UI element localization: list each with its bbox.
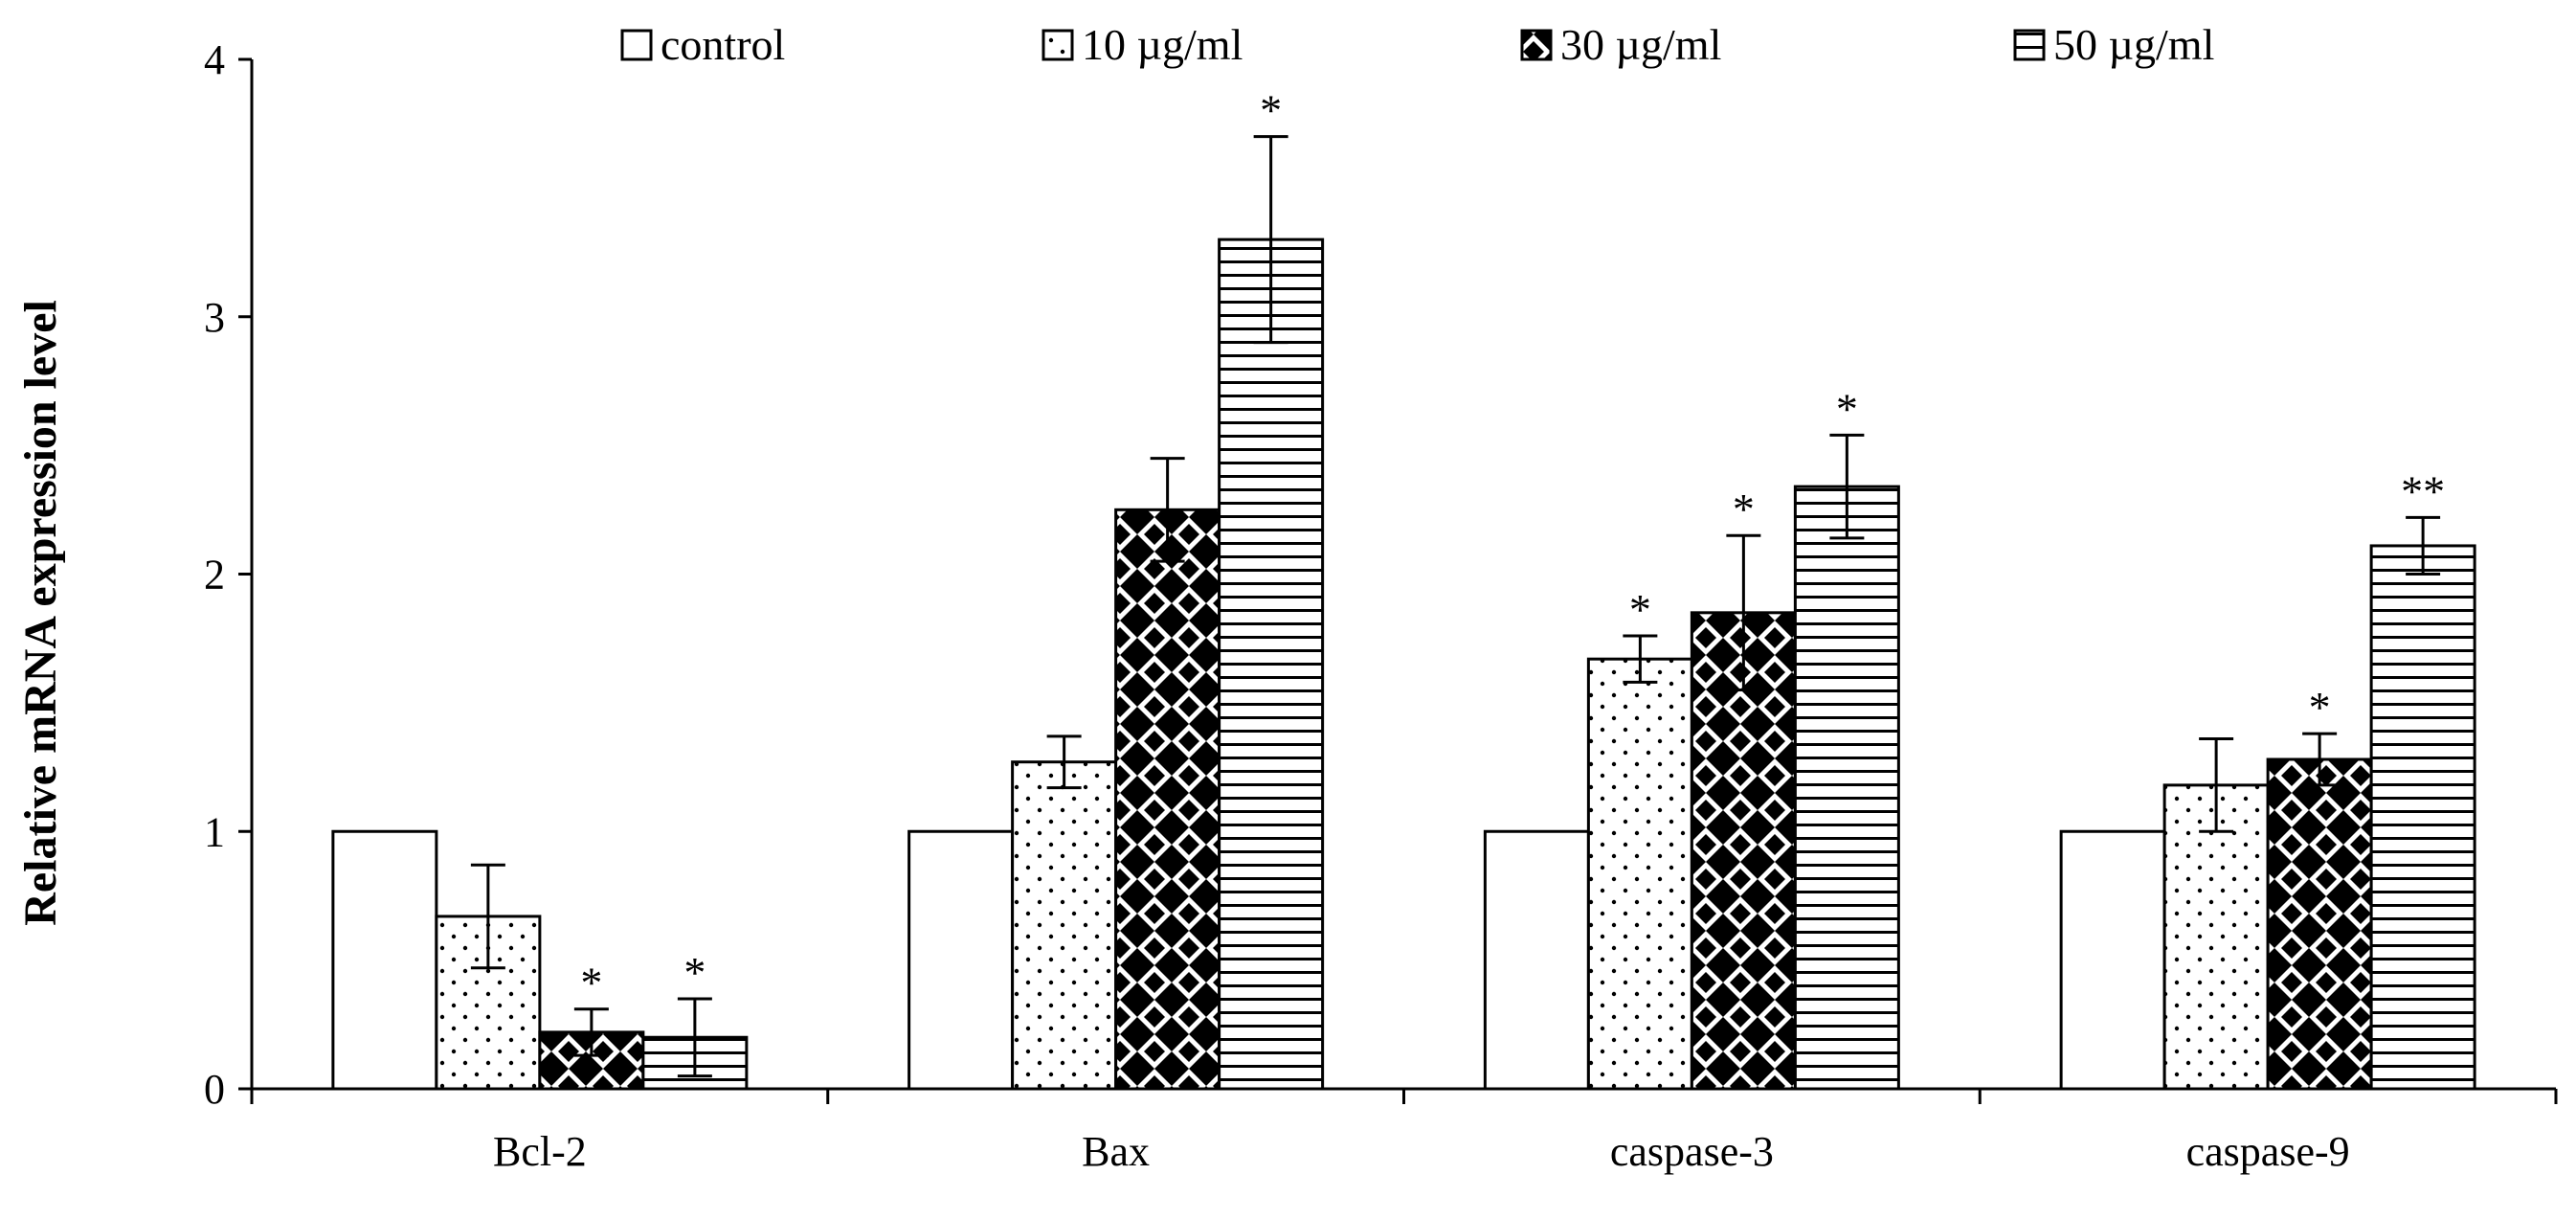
significance-mark: ** xyxy=(2401,466,2445,515)
bar-bax-series-1 xyxy=(1011,760,1118,1091)
bar-caspase-3-series-3 xyxy=(1793,485,1900,1091)
category-label: Bax xyxy=(1082,1128,1150,1175)
significance-mark: * xyxy=(1836,384,1858,433)
error-bar xyxy=(2302,732,2338,787)
significance-mark: * xyxy=(1733,485,1755,533)
legend-label: control xyxy=(661,20,785,69)
error-bar xyxy=(677,997,712,1078)
y-axis-title: Relative mRNA expression level xyxy=(15,300,66,926)
bar-bcl-2-series-0 xyxy=(331,829,438,1091)
legend-item: control xyxy=(620,20,785,69)
error-bars xyxy=(470,135,2441,1078)
bar-caspase-3-series-0 xyxy=(1483,829,1590,1091)
error-bar xyxy=(1623,634,1658,684)
significance-mark: * xyxy=(1629,585,1651,634)
error-bar xyxy=(1253,135,1288,345)
error-bar xyxy=(1829,433,1865,540)
significance-mark: * xyxy=(2309,683,2331,732)
legend-label: 30 µg/ml xyxy=(1560,20,1721,69)
category-label: caspase-3 xyxy=(1610,1128,1774,1175)
y-tick-label: 4 xyxy=(204,36,225,83)
bar-caspase-9-series-0 xyxy=(2059,829,2166,1091)
category-labels: Bcl-2 Bax caspase-3 caspase-9 xyxy=(493,1128,2350,1175)
legend-swatch xyxy=(1042,29,1074,61)
bar-bax-series-2 xyxy=(1114,508,1221,1091)
legend-swatch xyxy=(1520,29,1553,61)
x-ticks xyxy=(250,1089,2558,1104)
significance-mark: * xyxy=(580,959,602,1007)
category-label: caspase-9 xyxy=(2186,1128,2350,1175)
bar-bax-series-0 xyxy=(907,829,1015,1091)
error-bar xyxy=(2406,515,2441,576)
error-bar xyxy=(1046,734,1082,790)
bar-caspase-9-series-1 xyxy=(2162,783,2270,1091)
legend-label: 10 µg/ml xyxy=(1082,20,1243,69)
error-bar xyxy=(1150,457,1185,563)
legend-label: 50 µg/ml xyxy=(2053,20,2214,69)
bar-caspase-3-series-1 xyxy=(1586,657,1693,1091)
significance-mark: * xyxy=(1260,86,1282,135)
y-tick-label: 2 xyxy=(204,552,225,599)
y-tick-label: 1 xyxy=(204,808,225,855)
error-bar xyxy=(573,1007,609,1057)
error-bar xyxy=(470,863,505,970)
bar-bax-series-3 xyxy=(1218,237,1325,1091)
bars xyxy=(331,237,2476,1091)
significance-mark: * xyxy=(683,948,706,997)
y-ticks: 0 1 2 3 4 xyxy=(204,36,252,1113)
bar-caspase-9-series-3 xyxy=(2369,544,2476,1091)
legend-swatch xyxy=(620,29,653,61)
legend-item: 10 µg/ml xyxy=(1042,20,1243,69)
legend-item: 30 µg/ml xyxy=(1520,20,1721,69)
legend-item: 50 µg/ml xyxy=(2013,20,2214,69)
error-bar xyxy=(1726,533,1761,691)
legend-swatch xyxy=(2013,29,2046,61)
y-tick-label: 0 xyxy=(204,1066,225,1113)
significance-marks: * ******** xyxy=(580,86,2445,1007)
y-tick-label: 3 xyxy=(204,294,225,341)
error-bar xyxy=(2199,737,2234,833)
legend: control 10 µg/ml 30 µg/ml 50 µg/ml xyxy=(620,20,2214,69)
category-label: Bcl-2 xyxy=(493,1128,587,1175)
bar-caspase-9-series-2 xyxy=(2266,757,2373,1091)
